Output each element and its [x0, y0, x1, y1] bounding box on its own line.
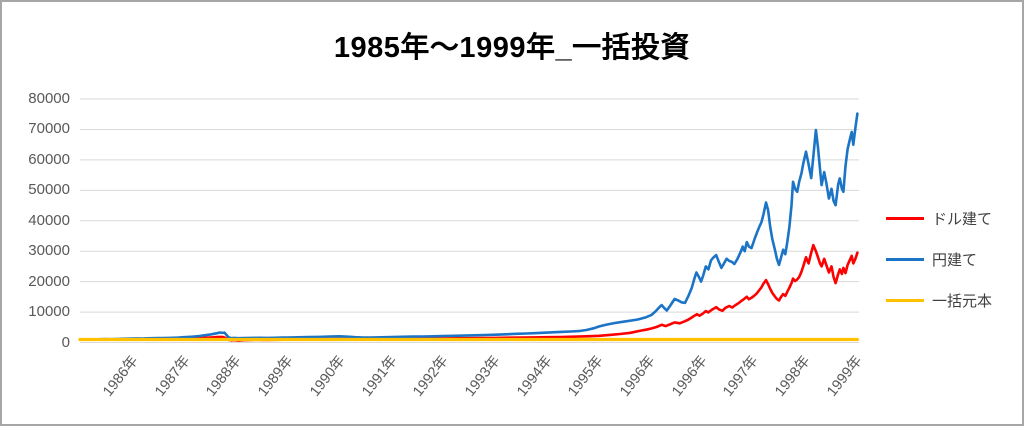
y-tick-label: 20000: [28, 272, 70, 290]
legend-swatch-principal: [886, 299, 924, 302]
y-tick-label: 0: [61, 333, 70, 351]
y-tick-label: 80000: [28, 90, 70, 107]
y-tick-label: 50000: [28, 181, 70, 199]
series-line-jpy: [78, 112, 859, 341]
legend-label-principal: 一括元本: [932, 293, 993, 310]
legend: ドル建て円建て一括元本: [886, 198, 992, 321]
y-tick-label: 30000: [28, 242, 70, 260]
y-tick-label: 70000: [28, 120, 70, 138]
y-tick-label: 10000: [28, 303, 70, 321]
legend-item-usd: ドル建て: [886, 198, 992, 239]
y-tick-label: 40000: [28, 211, 70, 229]
series-line-usd: [78, 243, 859, 342]
legend-item-principal: 一括元本: [886, 280, 992, 321]
legend-label-jpy: 円建て: [932, 252, 978, 269]
legend-item-jpy: 円建て: [886, 239, 992, 280]
chart-title: 1985年～1999年_一括投資: [333, 32, 691, 64]
y-tick-label: 60000: [28, 150, 70, 168]
legend-swatch-usd: [886, 217, 924, 220]
legend-label-usd: ドル建て: [932, 211, 993, 228]
legend-swatch-jpy: [886, 258, 924, 261]
